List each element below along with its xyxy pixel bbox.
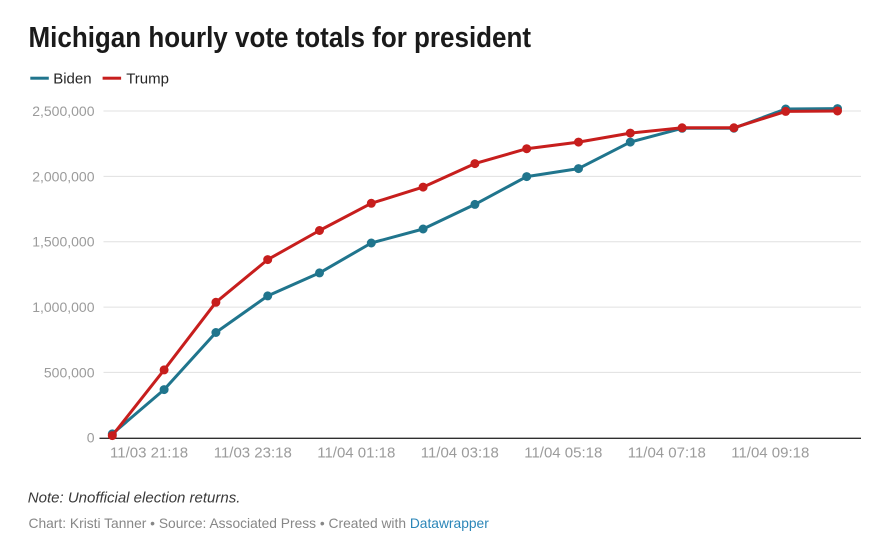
svg-text:2,000,000: 2,000,000 bbox=[32, 168, 94, 184]
svg-text:11/04 03:18: 11/04 03:18 bbox=[421, 445, 499, 462]
svg-text:11/04 05:18: 11/04 05:18 bbox=[524, 445, 602, 462]
svg-text:Note: Unofficial election retu: Note: Unofficial election returns. bbox=[28, 489, 241, 506]
svg-text:Trump: Trump bbox=[126, 71, 169, 88]
svg-text:Chart: Kristi Tanner • Source:: Chart: Kristi Tanner • Source: Associate… bbox=[29, 516, 490, 531]
svg-text:0: 0 bbox=[87, 430, 95, 446]
svg-text:11/04 09:18: 11/04 09:18 bbox=[731, 445, 809, 462]
svg-text:1,500,000: 1,500,000 bbox=[32, 234, 94, 250]
svg-text:11/03 21:18: 11/03 21:18 bbox=[110, 445, 188, 462]
svg-text:1,000,000: 1,000,000 bbox=[32, 299, 94, 315]
svg-text:11/04 07:18: 11/04 07:18 bbox=[628, 445, 706, 462]
svg-text:500,000: 500,000 bbox=[44, 364, 95, 380]
svg-text:11/04 01:18: 11/04 01:18 bbox=[317, 445, 395, 462]
svg-text:Michigan hourly vote totals fo: Michigan hourly vote totals for presiden… bbox=[29, 20, 532, 53]
svg-text:Biden: Biden bbox=[53, 71, 91, 88]
svg-text:2,500,000: 2,500,000 bbox=[32, 103, 94, 119]
svg-text:11/03 23:18: 11/03 23:18 bbox=[214, 445, 292, 462]
